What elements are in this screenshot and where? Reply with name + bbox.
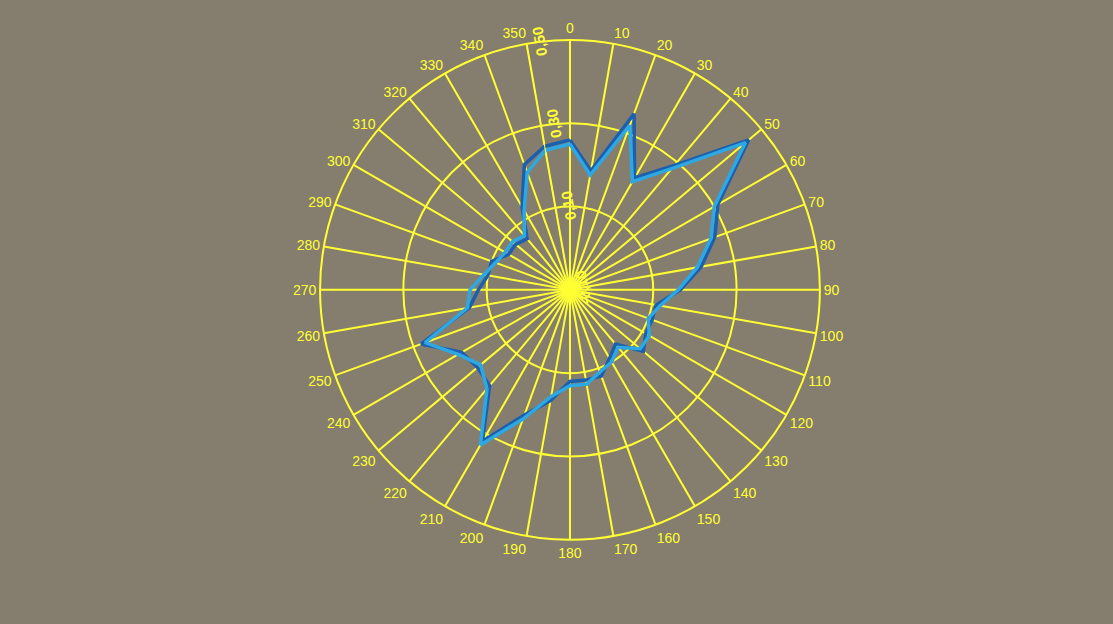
svg-text:10: 10: [614, 25, 630, 41]
svg-text:320: 320: [384, 83, 408, 99]
svg-text:100: 100: [820, 328, 844, 344]
svg-text:90: 90: [824, 282, 840, 298]
svg-text:310: 310: [352, 116, 376, 132]
svg-text:330: 330: [420, 57, 444, 73]
svg-text:50: 50: [764, 116, 780, 132]
svg-text:180: 180: [558, 545, 582, 561]
svg-text:160: 160: [657, 530, 681, 546]
svg-text:30: 30: [697, 57, 713, 73]
svg-text:0: 0: [566, 20, 574, 36]
svg-text:200: 200: [460, 530, 484, 546]
svg-text:290: 290: [308, 194, 332, 210]
svg-text:0,10: 0,10: [557, 190, 579, 222]
svg-text:130: 130: [764, 453, 788, 469]
svg-text:300: 300: [327, 153, 351, 169]
svg-text:350: 350: [503, 25, 527, 41]
svg-text:340: 340: [460, 37, 484, 53]
svg-text:250: 250: [308, 373, 332, 389]
svg-text:120: 120: [790, 415, 814, 431]
svg-text:0,30: 0,30: [543, 108, 565, 140]
svg-text:190: 190: [503, 541, 527, 557]
svg-text:80: 80: [820, 237, 836, 253]
svg-text:240: 240: [327, 415, 351, 431]
svg-text:170: 170: [614, 541, 638, 557]
svg-text:230: 230: [352, 453, 376, 469]
svg-text:70: 70: [808, 194, 824, 210]
svg-text:270: 270: [293, 282, 317, 298]
svg-text:140: 140: [733, 485, 757, 501]
svg-text:210: 210: [420, 511, 444, 527]
svg-text:280: 280: [297, 237, 321, 253]
svg-text:-0,10: -0,10: [571, 269, 594, 306]
svg-text:220: 220: [384, 485, 408, 501]
svg-text:260: 260: [297, 328, 321, 344]
svg-text:150: 150: [697, 511, 721, 527]
svg-text:20: 20: [657, 37, 673, 53]
svg-text:60: 60: [790, 153, 806, 169]
svg-text:110: 110: [808, 373, 831, 389]
svg-text:0,50: 0,50: [528, 26, 550, 58]
svg-text:40: 40: [733, 83, 749, 99]
